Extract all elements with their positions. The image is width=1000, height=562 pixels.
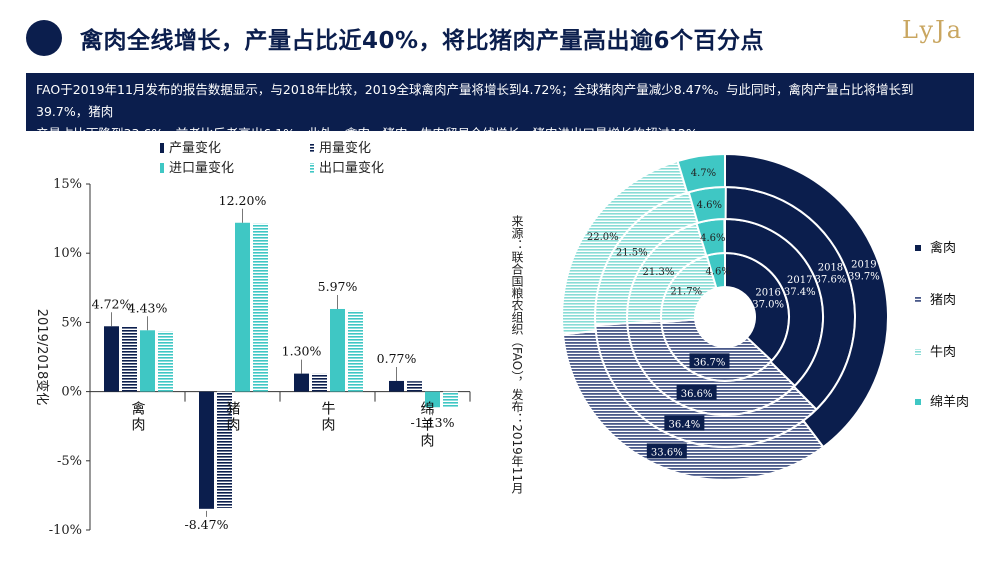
donut-value-label: 4.6% <box>706 266 731 277</box>
donut-value-label: 21.5% <box>616 247 648 258</box>
bar-data-label: -8.47% <box>185 517 229 532</box>
y-tick-label: 15% <box>53 177 82 192</box>
x-category-label-char: 猪 <box>227 402 241 418</box>
donut-year-label: 2016 <box>755 287 780 298</box>
bar-禽肉-进口量变化 <box>140 330 155 392</box>
donut-legend-swatch <box>915 399 921 405</box>
legend-swatch <box>160 143 164 153</box>
y-tick-label: 0% <box>61 385 82 400</box>
donut-year-label: 2019 <box>851 259 876 270</box>
bar-data-label: 4.43% <box>128 300 168 315</box>
x-category-label-char: 肉 <box>322 418 336 434</box>
legend-label: 进口量变化 <box>169 160 234 176</box>
donut-legend-label: 猪肉 <box>930 293 956 308</box>
bar-禽肉-出口量变化 <box>158 331 173 392</box>
bar-data-label: -1.13% <box>411 415 455 430</box>
bar-data-label: 12.20% <box>219 193 267 208</box>
summary-line-2: 产量占比下降到33.6%，前者比后者高出6.1%。此外，禽肉、猪肉、牛肉贸易全线… <box>36 126 711 141</box>
donut-year-label: 2018 <box>818 263 843 274</box>
donut-value-label: 37.0% <box>752 299 784 310</box>
donut-label-box <box>676 384 717 400</box>
summary-box: FAO于2019年11月发布的报告数据显示，与2018年比较，2019全球禽肉产… <box>26 73 974 141</box>
donut-legend-swatch <box>915 297 921 303</box>
donut-label-box <box>646 443 687 459</box>
y-tick-label: 10% <box>53 246 82 261</box>
source-note: 来源：联合国粮农组织（FAO），发布：2019年11月 <box>510 215 524 495</box>
donut-legend-label: 绵羊肉 <box>930 394 969 410</box>
title-bullet <box>26 20 62 56</box>
donut-value-label: 21.7% <box>670 286 702 297</box>
page-title: 禽肉全线增长，产量占比近40%，将比猪肉产量高出逾6个百分点 <box>80 28 765 54</box>
x-category-label-char: 羊 <box>421 418 435 434</box>
bar-data-label: 1.30% <box>282 344 322 359</box>
bar-牛肉-出口量变化 <box>348 310 363 392</box>
x-category-label-char: 肉 <box>227 418 241 434</box>
legend-swatch <box>310 163 314 173</box>
donut-value-label: 37.6% <box>815 275 847 286</box>
donut-value-label: 33.6% <box>651 447 683 458</box>
donut-value-label: 21.3% <box>643 267 675 278</box>
bar-牛肉-进口量变化 <box>330 308 345 392</box>
donut-value-label: 4.7% <box>691 168 716 179</box>
brand-logo: LyJa <box>902 16 964 44</box>
x-category-label-char: 牛 <box>322 402 336 418</box>
donut-slice-2019-绵羊肉 <box>676 152 726 194</box>
bar-猪肉-用量变化 <box>217 391 232 508</box>
legend-swatch <box>160 163 164 173</box>
bar-绵羊肉-用量变化 <box>407 381 422 392</box>
bar-猪肉-出口量变化 <box>253 223 268 392</box>
bar-牛肉-用量变化 <box>312 373 327 392</box>
donut-value-label: 4.6% <box>700 233 725 244</box>
bar-data-label: 5.97% <box>318 279 358 294</box>
x-category-label-char: 肉 <box>421 434 435 450</box>
x-category-label-char: 禽 <box>132 401 146 418</box>
donut-value-label: 4.6% <box>697 200 722 211</box>
donut-value-label: 36.4% <box>668 420 700 431</box>
donut-legend-swatch <box>915 245 921 251</box>
legend-label: 用量变化 <box>319 140 371 156</box>
legend-swatch <box>310 143 314 153</box>
donut-value-label: 36.6% <box>681 389 713 400</box>
donut-legend-label: 牛肉 <box>930 345 956 360</box>
bar-牛肉-产量变化 <box>294 373 309 392</box>
donut-year-label: 2017 <box>787 275 812 286</box>
donut-label-box <box>664 415 705 431</box>
y-axis-label: 2019/2018变化 <box>34 309 50 406</box>
donut-value-label: 22.0% <box>587 232 619 243</box>
y-tick-label: -10% <box>49 523 82 538</box>
bar-猪肉-产量变化 <box>199 391 214 509</box>
bar-禽肉-用量变化 <box>122 326 137 392</box>
bar-绵羊肉-出口量变化 <box>443 391 458 407</box>
legend-label: 产量变化 <box>169 140 221 156</box>
bar-data-label: 0.77% <box>377 351 417 366</box>
donut-value-label: 36.7% <box>694 357 726 368</box>
x-category-label-char: 肉 <box>132 418 146 434</box>
donut-value-label: 39.7% <box>848 271 880 282</box>
title-bar: 禽肉全线增长，产量占比近40%，将比猪肉产量高出逾6个百分点 LyJa <box>0 0 1000 70</box>
y-tick-label: 5% <box>61 315 82 330</box>
legend-label: 出口量变化 <box>319 160 384 176</box>
y-tick-label: -5% <box>57 454 82 469</box>
bar-禽肉-产量变化 <box>104 326 119 392</box>
donut-legend-label: 禽肉 <box>930 240 956 256</box>
summary-line-1: FAO于2019年11月发布的报告数据显示，与2018年比较，2019全球禽肉产… <box>36 82 914 119</box>
x-category-label-char: 绵 <box>421 401 435 418</box>
bar-data-label: 4.72% <box>92 296 132 311</box>
donut-legend-swatch <box>915 349 921 355</box>
donut-label-box <box>689 353 730 369</box>
donut-value-label: 37.4% <box>784 287 816 298</box>
bar-绵羊肉-进口量变化 <box>425 391 440 408</box>
bar-猪肉-进口量变化 <box>235 222 250 392</box>
bar-绵羊肉-产量变化 <box>389 380 404 392</box>
